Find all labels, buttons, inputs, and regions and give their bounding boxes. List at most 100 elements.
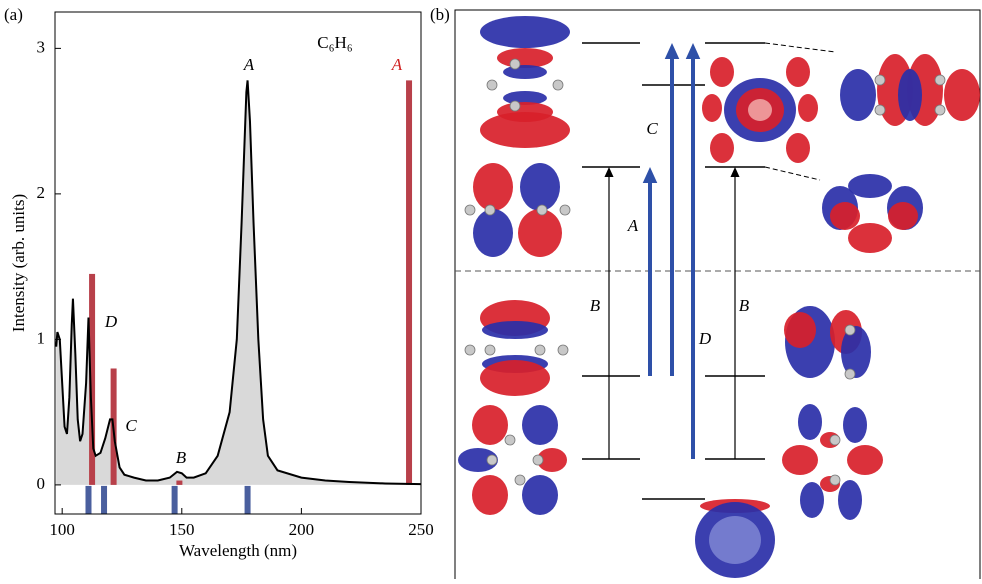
panel-label: (b) bbox=[430, 5, 450, 24]
spectrum-line bbox=[55, 80, 422, 486]
orbital-lobe bbox=[800, 482, 824, 518]
annotation: C₆H₆ bbox=[317, 33, 353, 52]
stick-bar bbox=[176, 480, 183, 485]
dark-state-bar bbox=[244, 485, 251, 514]
transition-label: B bbox=[739, 296, 750, 315]
orbital-lobe bbox=[710, 133, 734, 163]
dark-state-bar bbox=[85, 485, 92, 514]
orbital-lobe bbox=[888, 202, 918, 230]
atom bbox=[829, 474, 841, 486]
atom bbox=[552, 79, 564, 91]
connector bbox=[764, 166, 821, 181]
dark-state-bar bbox=[101, 485, 108, 514]
panel-frame bbox=[454, 9, 981, 584]
x-tick-label: 100 bbox=[49, 520, 75, 539]
annotation: C bbox=[125, 416, 137, 435]
orbital-lobe bbox=[841, 326, 871, 378]
y-tick-label: 1 bbox=[37, 328, 46, 347]
arrow-head bbox=[730, 167, 740, 177]
stick-bar bbox=[89, 273, 96, 485]
atom bbox=[559, 204, 571, 216]
orbital-lobe bbox=[748, 99, 772, 121]
arrow-head bbox=[604, 167, 614, 177]
arrow-head bbox=[685, 43, 701, 59]
transition-label: A bbox=[627, 216, 639, 235]
transition-label: D bbox=[698, 329, 712, 348]
atom bbox=[557, 344, 569, 356]
orbital-lobe bbox=[522, 475, 558, 515]
atom bbox=[509, 100, 521, 112]
atom bbox=[464, 204, 476, 216]
orbital-lobe bbox=[537, 448, 567, 472]
orbital-lobe bbox=[702, 94, 722, 122]
atom bbox=[844, 368, 856, 380]
stick-bar bbox=[406, 80, 413, 485]
orbital-lobe bbox=[480, 360, 550, 396]
arrow-head bbox=[664, 43, 680, 59]
x-axis-title: Wavelength (nm) bbox=[179, 541, 297, 560]
connector bbox=[764, 42, 836, 53]
atom bbox=[874, 104, 886, 116]
orbital-lobe bbox=[786, 57, 810, 87]
atom bbox=[829, 434, 841, 446]
orbital-lobe bbox=[710, 57, 734, 87]
orbital-lobe bbox=[848, 174, 892, 198]
orbital-lobe bbox=[473, 209, 513, 257]
transition-label: C bbox=[646, 119, 658, 138]
orbital-lobe bbox=[480, 16, 570, 48]
atom bbox=[844, 324, 856, 336]
annotation: A bbox=[391, 55, 403, 74]
orbital-lobe bbox=[843, 407, 867, 443]
orbital-lobe bbox=[798, 94, 818, 122]
atom bbox=[536, 204, 548, 216]
orbital-diagram: B B A C D bbox=[454, 9, 981, 584]
orbital-lobe bbox=[518, 209, 562, 257]
orbital-lobe bbox=[838, 480, 862, 520]
atom bbox=[934, 74, 946, 86]
atom bbox=[534, 344, 546, 356]
orbital-lobe bbox=[522, 405, 558, 445]
orbital-lobe bbox=[709, 516, 761, 564]
arrow-head bbox=[642, 167, 658, 183]
annotation: B bbox=[176, 448, 187, 467]
orbital-lobe bbox=[472, 405, 508, 445]
orbital-lobe bbox=[782, 445, 818, 475]
atom bbox=[532, 454, 544, 466]
annotation: A bbox=[243, 55, 255, 74]
atom bbox=[484, 204, 496, 216]
orbital-lobe bbox=[473, 163, 513, 211]
atom bbox=[486, 454, 498, 466]
orbital-lobe bbox=[798, 404, 822, 440]
y-tick-label: 3 bbox=[37, 37, 46, 56]
annotation: D bbox=[104, 312, 118, 331]
orbital-lobe bbox=[786, 133, 810, 163]
orbital-lobe bbox=[458, 448, 498, 472]
x-tick-label: 250 bbox=[408, 520, 434, 539]
orbital-lobe bbox=[840, 69, 876, 121]
transition-label: B bbox=[590, 296, 601, 315]
orbital-lobe bbox=[503, 65, 547, 79]
orbital-lobe bbox=[520, 163, 560, 211]
plot-frame bbox=[54, 11, 422, 515]
atom bbox=[874, 74, 886, 86]
orbital-lobe bbox=[482, 321, 548, 339]
orbital-lobe bbox=[898, 69, 922, 121]
orbital-lobe bbox=[944, 69, 980, 121]
orbital-lobe bbox=[784, 312, 816, 348]
atom bbox=[464, 344, 476, 356]
orbital-lobe bbox=[847, 445, 883, 475]
orbital-lobe bbox=[480, 112, 570, 148]
x-tick-label: 150 bbox=[169, 520, 195, 539]
orbital-lobe bbox=[472, 475, 508, 515]
y-axis-title: Intensity (arb. units) bbox=[9, 194, 28, 332]
y-tick-label: 0 bbox=[37, 474, 46, 493]
atom bbox=[509, 58, 521, 70]
x-tick-label: 200 bbox=[289, 520, 315, 539]
y-tick-label: 2 bbox=[37, 183, 46, 202]
orbital-lobe bbox=[848, 223, 892, 253]
atom bbox=[486, 79, 498, 91]
orbital-lobe bbox=[830, 202, 860, 230]
atom bbox=[934, 104, 946, 116]
dark-state-bar bbox=[171, 485, 178, 514]
